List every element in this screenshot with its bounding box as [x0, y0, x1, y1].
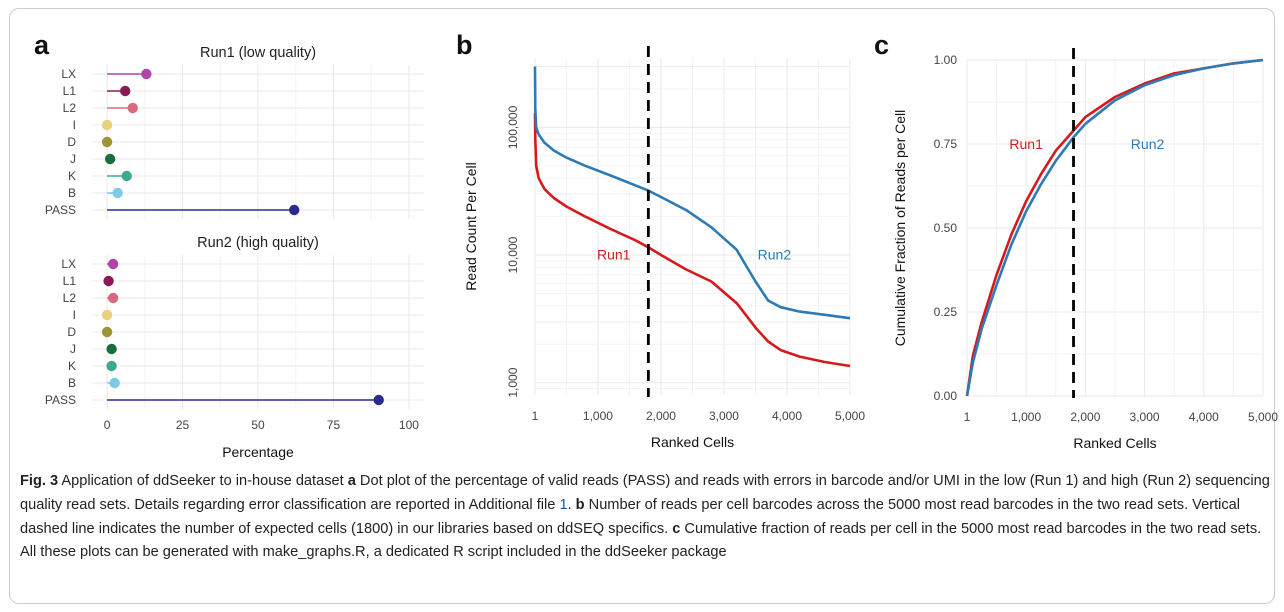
caption-letter-c: c: [672, 520, 681, 537]
x-tick-label: 1: [964, 410, 971, 424]
panel-c-cumulative-chart: 1 1,000 2,000 3,000 4,000 5,000 0.00 0.25 0.50 0.…: [892, 48, 1278, 451]
data-point: [103, 275, 114, 287]
y-tick-label: 0.00: [934, 389, 958, 403]
category-label: L1: [63, 84, 77, 98]
caption-text-b: Number of reads per cell barcodes across…: [20, 496, 1241, 537]
category-label: B: [68, 376, 76, 390]
x-tick-label: 4,000: [772, 409, 802, 423]
x-tick-label: 1,000: [583, 409, 613, 423]
data-point: [101, 309, 113, 321]
x-tick-label: 100: [399, 418, 419, 432]
figure-caption: Fig. 3 Application of ddSeeker to in-hou…: [20, 470, 1270, 565]
y-tick-label: 10,000: [506, 236, 520, 273]
data-point: [107, 258, 119, 270]
data-point: [127, 102, 138, 114]
category-label: I: [73, 118, 76, 132]
caption-text-c: Cumulative fraction of reads per cell in…: [20, 520, 1262, 561]
x-tick-label: 0: [104, 418, 111, 432]
y-tick-label: 100,000: [506, 105, 520, 149]
data-point: [104, 153, 116, 165]
x-axis-title: Ranked Cells: [1073, 435, 1156, 451]
series-label: Run1: [1009, 136, 1043, 152]
caption-intro: Application of ddSeeker to in-house data…: [58, 473, 348, 489]
category-label: L2: [63, 291, 77, 305]
data-point: [289, 204, 300, 216]
figure-canvas: a b c Run1 (low quality)LXL1L2IDJKBPASSR…: [34, 30, 1278, 460]
category-label: PASS: [45, 203, 76, 217]
data-point: [101, 119, 113, 131]
x-tick-label: 1: [532, 409, 539, 423]
data-point: [107, 292, 119, 304]
series-label: Run2: [1131, 136, 1165, 152]
facet-title: Run2 (high quality): [197, 235, 319, 251]
category-label: B: [68, 186, 76, 200]
category-label: J: [70, 342, 76, 356]
category-label: PASS: [45, 393, 76, 407]
additional-file-link[interactable]: 1: [559, 496, 568, 513]
category-label: J: [70, 152, 76, 166]
caption-figure-label: Fig. 3: [20, 473, 59, 489]
data-point: [373, 394, 384, 406]
series-label: Run1: [597, 247, 631, 263]
data-point: [106, 360, 117, 372]
caption-a-end: .: [567, 496, 576, 513]
category-label: D: [67, 325, 76, 339]
data-point: [109, 377, 120, 389]
data-point: [106, 343, 117, 355]
x-tick-label: 1,000: [1011, 410, 1041, 424]
facet-title: Run1 (low quality): [200, 45, 316, 61]
x-tick-label: 50: [251, 418, 265, 432]
x-axis-title: Ranked Cells: [651, 434, 734, 450]
data-point: [141, 68, 152, 80]
caption-letter-b: b: [575, 496, 585, 513]
category-label: L1: [63, 274, 77, 288]
category-label: LX: [61, 67, 76, 81]
data-point: [120, 85, 131, 97]
y-tick-label: 0.50: [934, 221, 958, 235]
panel-b-letter: b: [456, 30, 473, 60]
data-point: [112, 187, 123, 199]
caption-letter-a: a: [347, 473, 356, 489]
series-line: [965, 58, 1264, 397]
category-label: D: [67, 135, 76, 149]
x-tick-label: 3,000: [709, 409, 739, 423]
category-label: K: [68, 359, 76, 373]
x-tick-label: 2,000: [1070, 410, 1100, 424]
caption-text-a: Dot plot of the percentage of valid read…: [20, 473, 1270, 513]
y-axis-title: Read Count Per Cell: [463, 162, 479, 290]
y-tick-label: 1.00: [934, 53, 958, 67]
x-tick-label: 5,000: [1248, 410, 1278, 424]
category-label: K: [68, 169, 76, 183]
category-label: LX: [61, 257, 76, 271]
data-point: [101, 326, 113, 338]
y-axis-title: Cumulative Fraction of Reads per Cell: [892, 110, 908, 347]
panel-c-letter: c: [874, 30, 889, 60]
x-tick-label: 2,000: [646, 409, 676, 423]
data-point: [121, 170, 132, 182]
x-axis-title: Percentage: [222, 444, 294, 460]
x-tick-label: 4,000: [1189, 410, 1219, 424]
y-tick-label: 0.75: [934, 137, 958, 151]
x-tick-label: 5,000: [835, 409, 865, 423]
y-tick-label: 0.25: [934, 305, 958, 319]
x-tick-label: 75: [327, 418, 341, 432]
x-tick-label: 25: [176, 418, 190, 432]
y-tick-label: 1,000: [506, 367, 520, 397]
panel-a-letter: a: [34, 30, 50, 60]
category-label: L2: [63, 101, 77, 115]
category-label: I: [73, 308, 76, 322]
data-point: [101, 136, 113, 148]
x-tick-label: 3,000: [1130, 410, 1160, 424]
series-label: Run2: [758, 247, 792, 263]
panel-b-read-count-chart: 1 1,000 2,000 3,000 4,000 5,000 1,000 10,000 100…: [463, 46, 865, 450]
